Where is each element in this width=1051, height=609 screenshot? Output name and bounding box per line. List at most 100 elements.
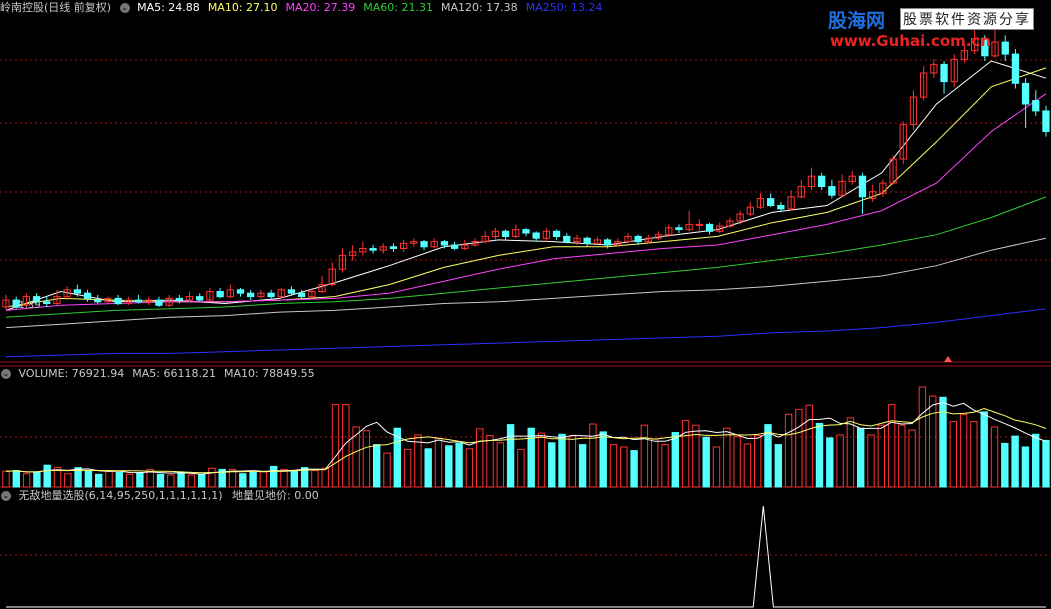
volume-bar	[259, 471, 268, 488]
volume-bar	[342, 404, 350, 488]
volume-bar	[300, 467, 309, 488]
volume-bar	[702, 436, 710, 488]
volume-bar	[857, 427, 865, 488]
volume-bar	[311, 470, 319, 488]
candle-body	[114, 297, 122, 305]
volume-bar	[486, 435, 494, 488]
volume-bar	[1011, 435, 1019, 488]
volume-label-2: MA10: 78849.55	[223, 367, 315, 380]
logo-tagline: 股票软件资源分享	[900, 8, 1034, 30]
volume-bar	[362, 430, 371, 488]
volume-bar	[445, 445, 453, 488]
volume-bar	[723, 427, 731, 488]
candle-body	[889, 158, 897, 184]
candle-body	[206, 291, 214, 301]
volume-bar	[774, 444, 782, 488]
candle-body	[899, 124, 907, 160]
candle-body	[349, 251, 357, 256]
volume-bar	[22, 473, 31, 488]
candle-body	[858, 175, 867, 198]
candle-body	[145, 299, 153, 303]
candle-body	[94, 299, 102, 303]
candle-body	[848, 175, 856, 182]
candle-body	[1001, 41, 1009, 55]
candle-body	[991, 41, 999, 57]
volume-bar	[105, 470, 113, 488]
volume-bar	[692, 424, 700, 488]
candle-body	[1042, 110, 1050, 133]
chevron-down-icon[interactable]: ⌄	[119, 3, 130, 13]
volume-bar	[970, 421, 978, 488]
candle-body	[573, 237, 581, 243]
candle-body	[940, 63, 948, 83]
candle-body	[879, 182, 887, 194]
candle-body	[267, 292, 275, 298]
candle-body	[685, 223, 693, 231]
candle-body	[512, 229, 520, 238]
candle-body	[767, 198, 775, 207]
candle-body	[950, 58, 958, 83]
candle-body	[787, 196, 795, 210]
candle-body	[247, 292, 255, 298]
volume-bar	[558, 433, 566, 488]
candle-body	[1011, 53, 1020, 84]
candle-body	[461, 244, 469, 249]
volume-bar	[651, 438, 659, 488]
candle-body	[43, 301, 51, 304]
candle-body	[175, 297, 183, 301]
ma-line-MA10	[5, 67, 1047, 308]
volume-bar	[537, 432, 546, 488]
candle-body	[22, 296, 31, 306]
ma-label-0: MA5: 24.88	[137, 1, 200, 14]
candle-body	[981, 38, 989, 57]
volume-bar	[517, 448, 525, 488]
volume-bar	[496, 442, 505, 488]
volume-bar	[455, 442, 463, 488]
candle-body	[104, 297, 112, 303]
volume-bar	[218, 468, 226, 488]
volume-bar	[43, 464, 51, 488]
candle-body	[196, 296, 204, 301]
volume-header: ⌄ VOLUME: 76921.94 MA5: 66118.21 MA10: 788…	[0, 366, 331, 382]
candle-body	[675, 227, 683, 231]
volume-bar	[64, 473, 72, 488]
candle-body	[379, 246, 387, 251]
chevron-down-icon[interactable]: ⌄	[1, 491, 11, 501]
candle-body	[665, 227, 673, 236]
chevron-down-icon[interactable]: ⌄	[1, 369, 11, 379]
volume-bar	[156, 473, 165, 488]
candle-body	[869, 191, 877, 200]
candle-body	[308, 291, 316, 298]
volume-bar	[712, 446, 721, 488]
candle-body	[420, 241, 428, 248]
volume-bar	[939, 396, 947, 488]
candle-body	[389, 246, 398, 250]
candle-body	[756, 198, 765, 208]
volume-bar	[784, 413, 793, 488]
ma-label-3: MA60: 21.31	[363, 1, 433, 14]
candle-body	[603, 239, 612, 246]
volume-bar	[620, 446, 628, 488]
ma-line-MA60	[5, 196, 1047, 318]
volume-bar	[795, 408, 803, 488]
volume-bar	[146, 468, 154, 488]
volume-bar	[249, 472, 257, 488]
candle-body	[53, 296, 61, 305]
candle-body	[522, 229, 530, 234]
candle-body	[818, 175, 826, 187]
candle-body	[298, 292, 306, 298]
volume-bar	[1032, 433, 1040, 488]
candle-body	[287, 289, 296, 294]
volume-bar	[125, 473, 134, 488]
volume-bar	[908, 429, 916, 488]
candle-body	[716, 225, 724, 232]
volume-bar	[1042, 439, 1050, 488]
candle-body	[971, 38, 979, 52]
volume-bar	[867, 434, 875, 488]
candle-body	[400, 242, 408, 250]
volume-bar	[743, 443, 752, 488]
candle-body	[828, 186, 836, 196]
volume-bar	[177, 472, 185, 488]
volume-bar	[609, 444, 618, 488]
